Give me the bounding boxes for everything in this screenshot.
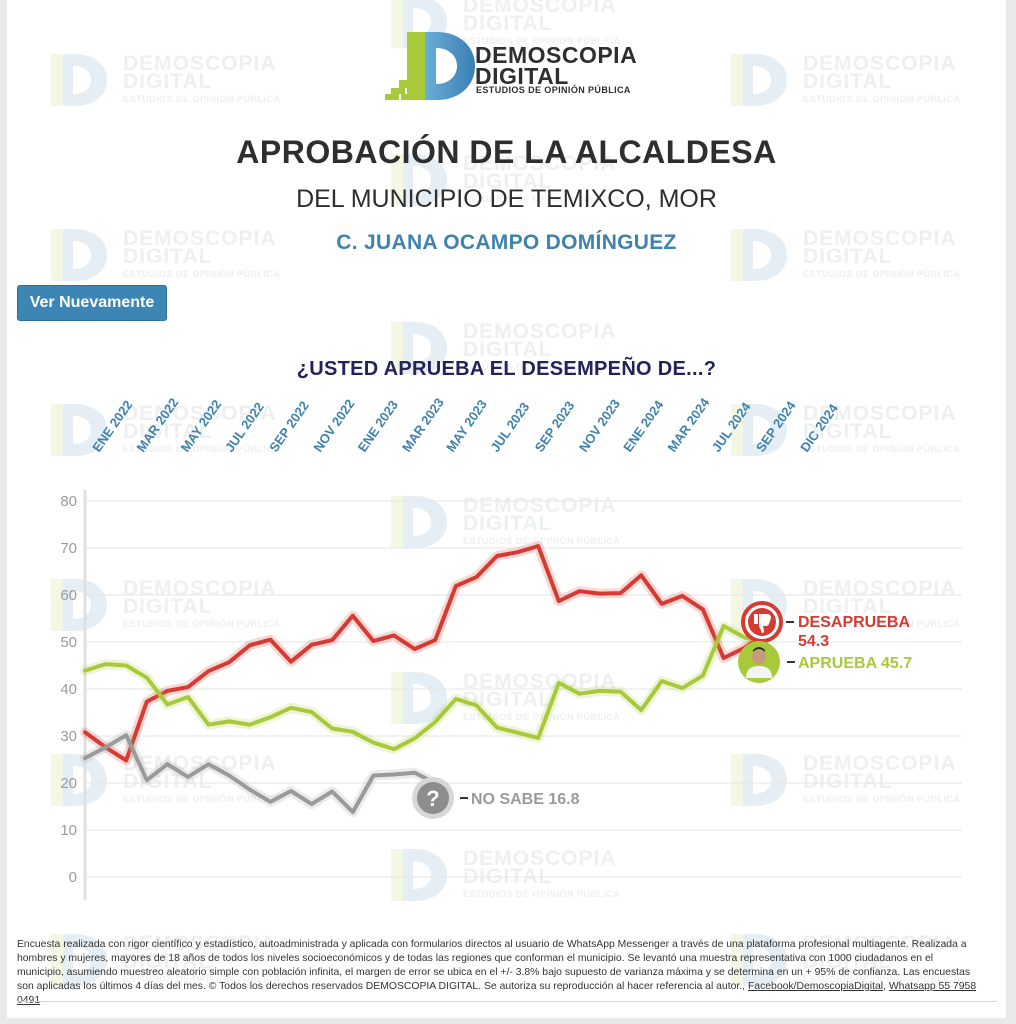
x-tick-label: MAY 2022 (178, 397, 225, 455)
brand-tagline: ESTUDIOS DE OPINIÓN PÚBLICA (476, 85, 631, 95)
y-tick-label: 10 (60, 822, 77, 839)
x-tick-label: MAY 2023 (443, 397, 490, 455)
methodology-footnote: Encuesta realizada con rigor científico … (17, 938, 977, 1008)
page-subtitle: DEL MUNICIPIO DE TEMIXCO, MOR (296, 185, 717, 213)
chart-title: ¿USTED APRUEBA EL DESEMPEÑO DE...? (296, 358, 717, 380)
candidate-avatar-icon (738, 641, 780, 683)
x-tick-label: NOV 2022 (310, 396, 357, 454)
x-tick-label: ENE 2023 (355, 398, 401, 455)
brand-d-icon (385, 32, 475, 100)
y-tick-label: 50 (60, 634, 77, 651)
x-tick-label: JUL 2023 (487, 400, 532, 455)
y-tick-label: 20 (60, 775, 77, 792)
x-tick-label: MAR 2024 (664, 395, 712, 455)
series-line-aprueba (83, 624, 767, 752)
x-tick-label: SEP 2024 (753, 398, 799, 455)
footnote-text: Encuesta realizada con rigor científico … (17, 939, 971, 992)
x-tick-label: JUL 2022 (222, 400, 267, 455)
footer-divider (17, 1001, 997, 1002)
x-tick-label: DIC 2024 (797, 400, 841, 454)
y-tick-label: 60 (60, 587, 77, 604)
x-tick-label: SEP 2022 (266, 398, 312, 454)
x-tick-label: SEP 2023 (532, 398, 578, 454)
x-tick-label: MAR 2023 (399, 395, 447, 455)
x-tick-label: ENE 2024 (620, 397, 667, 455)
series-label-aprueba: APRUEBA 45.7 (798, 655, 912, 672)
x-tick-label: ENE 2022 (89, 398, 135, 455)
y-tick-label: 70 (60, 540, 77, 557)
brand-logo: DEMOSCOPIA DIGITAL ESTUDIOS DE OPINIÓN P… (379, 28, 639, 104)
x-tick-label: MAR 2022 (133, 395, 181, 455)
replay-button[interactable]: Ver Nuevamente (17, 285, 167, 321)
series-name-no-sabe: NO SABE (471, 791, 548, 808)
whatsapp-link[interactable]: Whatsapp 55 7958 0491 (17, 981, 977, 1006)
y-tick-label: 30 (60, 728, 77, 745)
x-tick-label: NOV 2023 (576, 396, 623, 454)
series-value-desaprueba: 54.3 (798, 633, 829, 650)
series-label-no-sabe: NO SABE 16.8 (471, 791, 580, 808)
series-label-desaprueba: DESAPRUEBA (798, 614, 910, 631)
series-line-desaprueba (83, 544, 767, 763)
x-tick-label: JUL 2024 (709, 399, 754, 455)
series-name-aprueba: APRUEBA (798, 655, 881, 672)
page-title: APROBACIÓN DE LA ALCALDESA (236, 134, 777, 170)
footnote-separator: , (883, 981, 889, 992)
y-tick-label: 0 (69, 869, 77, 886)
y-tick-label: 80 (60, 493, 77, 510)
official-name: C. JUANA OCAMPO DOMÍNGUEZ (336, 231, 677, 254)
facebook-link[interactable]: Facebook/DemoscopiaDigital (747, 981, 884, 992)
series-value-no-sabe: 16.8 (548, 791, 579, 808)
brand-name-line2: DIGITAL (475, 63, 569, 89)
question-mark-icon: ? (412, 777, 454, 819)
series-line-no-sabe (83, 733, 438, 815)
infographic-card: DEMOSCOPIA DIGITAL ESTUDIOS DE OPINIÓN PÚB… (7, 0, 1006, 1018)
svg-text:?: ? (426, 786, 439, 811)
brand-name-line1: DEMOSCOPIA (475, 42, 638, 68)
series-value-aprueba: 45.7 (881, 655, 912, 672)
y-tick-label: 40 (60, 681, 77, 698)
thumbs-down-icon (741, 601, 783, 643)
